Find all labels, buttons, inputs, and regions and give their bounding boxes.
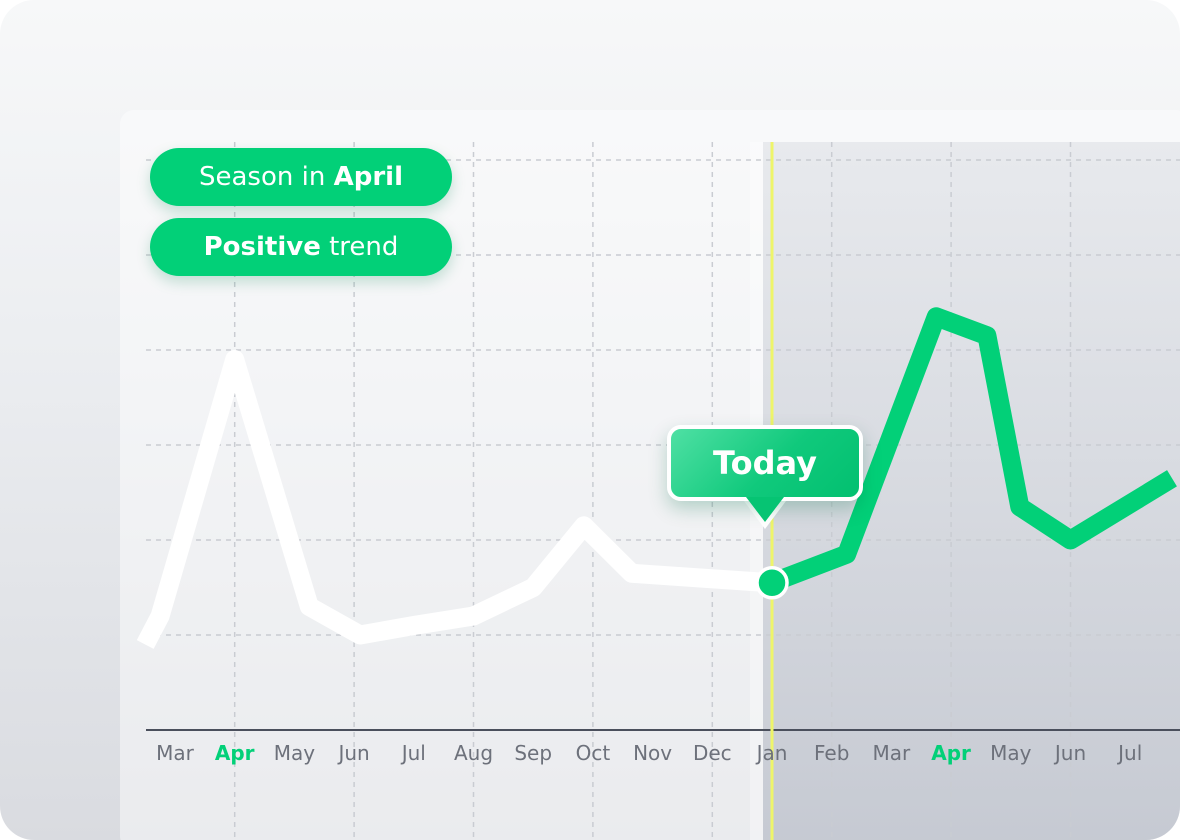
season-badge-value: April — [333, 162, 403, 192]
forecast-series-line — [768, 307, 1177, 592]
trend-badge-suffix: trend — [329, 232, 399, 262]
trend-badge-value: Positive — [203, 232, 321, 262]
tooltip-tail-fill — [746, 497, 784, 522]
x-tick-label: Mar — [156, 741, 195, 765]
today-tooltip-label: Today — [713, 444, 817, 482]
today-tooltip: Today — [667, 425, 863, 501]
x-tick-label: Oct — [576, 741, 611, 765]
x-tick-label: Jan — [755, 741, 788, 765]
x-tick-label: Jul — [400, 741, 426, 765]
x-tick-label: Nov — [633, 741, 672, 765]
x-tick-labels: Mar Apr May Jun Jul Aug Sep Oct Nov Dec Jan Feb Mar A… — [156, 741, 1142, 765]
series-lines — [136, 307, 1177, 649]
today-point — [755, 566, 789, 600]
x-tick-label: Jun — [336, 741, 369, 765]
x-tick-label: Sep — [514, 741, 552, 765]
x-tick-label: Mar — [873, 741, 912, 765]
trend-badge: Positive trend — [150, 218, 452, 276]
season-badge: Season in April — [150, 148, 452, 206]
season-badge-prefix: Season in — [199, 162, 326, 192]
x-tick-label: Apr — [931, 741, 971, 765]
x-tick-label: Aug — [454, 741, 493, 765]
history-series-line — [136, 350, 773, 649]
x-tick-label: Apr — [215, 741, 255, 765]
x-tick-label: Jul — [1116, 741, 1142, 765]
x-tick-label: Jun — [1053, 741, 1086, 765]
x-tick-label: Feb — [814, 741, 849, 765]
x-tick-label: May — [990, 741, 1032, 765]
x-tick-label: Dec — [693, 741, 732, 765]
x-tick-label: May — [274, 741, 316, 765]
